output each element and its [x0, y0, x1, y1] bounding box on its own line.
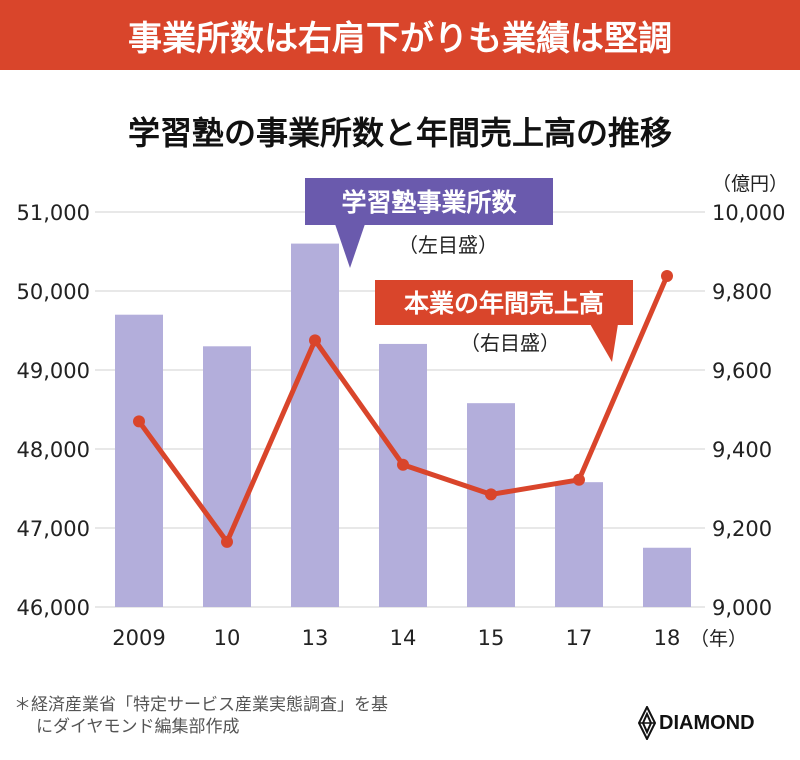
left-tick-label: 49,000 — [17, 359, 90, 383]
left-tick-label: 47,000 — [17, 517, 90, 541]
line-series-label-box — [375, 280, 633, 325]
right-tick-label: 9,600 — [712, 359, 772, 383]
line-point — [573, 473, 585, 486]
bar-series-axis-note: （左目盛） — [398, 233, 498, 257]
right-tick-label: 9,000 — [712, 596, 772, 620]
bar — [555, 482, 603, 607]
diamond-logo-icon — [638, 706, 656, 740]
bar-series-label: 学習塾事業所数 — [341, 188, 517, 217]
x-tick-label: 18 — [654, 626, 681, 650]
chart: 46,000 47,000 48,000 49,000 50,000 51,000 9,00… — [17, 173, 789, 650]
footnote-line: ＊経済産業省「特定サービス産業実態調査」を基 — [14, 695, 388, 715]
right-axis-unit: （億円） — [712, 173, 788, 195]
footnote: ＊経済産業省「特定サービス産業実態調査」を基 にダイヤモンド編集部作成 — [14, 694, 388, 738]
line-point — [221, 535, 233, 548]
right-tick-label: 9,800 — [712, 280, 772, 304]
line-series-label: 本業の年間売上高 — [404, 289, 604, 318]
bar-series-label-box — [305, 178, 553, 225]
right-tick-label: 10,000 — [712, 201, 785, 225]
x-tick-label: 17 — [566, 626, 593, 650]
chart-title: 学習塾の事業所数と年間売上高の推移 — [127, 114, 672, 152]
x-tick-label: 10 — [214, 626, 241, 650]
line-point — [397, 458, 409, 471]
left-tick-label: 48,000 — [17, 438, 90, 462]
right-tick-label: 9,200 — [712, 517, 772, 541]
left-tick-label: 46,000 — [17, 596, 90, 620]
headline-banner: 事業所数は右肩下がりも業績は堅調 — [0, 0, 800, 70]
x-tick-label: 13 — [302, 626, 329, 650]
line-series-axis-note: （右目盛） — [460, 331, 560, 355]
line-point — [133, 415, 145, 428]
bar — [379, 343, 427, 607]
x-axis-unit: （年） — [690, 628, 747, 650]
diamond-logo: DIAMOND — [638, 706, 755, 740]
right-tick-label: 9,400 — [712, 438, 772, 462]
x-tick-label: 2009 — [112, 626, 165, 650]
footnote-line: にダイヤモンド編集部作成 — [36, 717, 240, 737]
bar — [467, 403, 515, 607]
line-point — [485, 488, 497, 501]
logo-text: DIAMOND — [659, 711, 755, 734]
line-point — [661, 269, 673, 282]
x-tick-label: 15 — [478, 626, 505, 650]
bar — [115, 314, 163, 607]
line-point — [309, 334, 321, 347]
bar — [203, 346, 251, 607]
x-tick-label: 14 — [390, 626, 417, 650]
bar — [291, 243, 339, 607]
line-series-pointer — [590, 324, 618, 362]
left-tick-label: 50,000 — [17, 280, 90, 304]
bar — [643, 547, 691, 607]
left-tick-label: 51,000 — [17, 201, 90, 225]
bar-series-pointer — [335, 224, 365, 268]
